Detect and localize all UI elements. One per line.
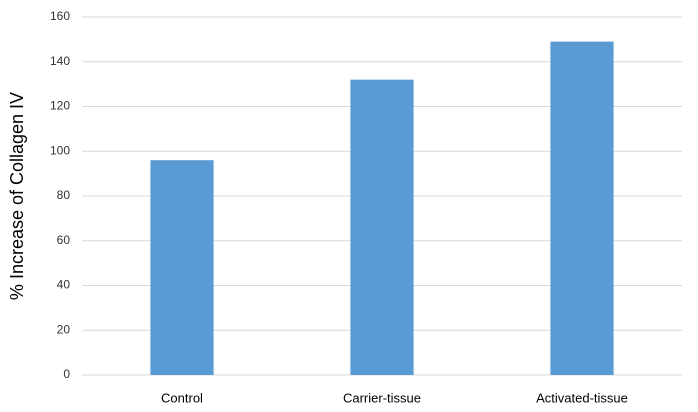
bar: [550, 41, 614, 376]
x-tick-label: Activated-tissue: [536, 390, 628, 405]
bar: [150, 160, 214, 375]
y-tick-label: 160: [50, 9, 70, 23]
y-tick-label: 80: [57, 188, 71, 202]
y-axis-label: % Increase of Collagen IV: [7, 92, 27, 300]
y-tick-label: 40: [57, 278, 71, 292]
y-tick-label: 20: [57, 322, 71, 336]
y-tick-label: 60: [57, 233, 71, 247]
y-tick-label: 120: [50, 99, 70, 113]
y-tick-label: 0: [63, 367, 70, 381]
x-tick-label: Carrier-tissue: [343, 390, 421, 405]
bar: [350, 79, 414, 376]
y-tick-label: 100: [50, 143, 70, 157]
y-tick-label: 140: [50, 54, 70, 68]
x-tick-label: Control: [161, 390, 203, 405]
